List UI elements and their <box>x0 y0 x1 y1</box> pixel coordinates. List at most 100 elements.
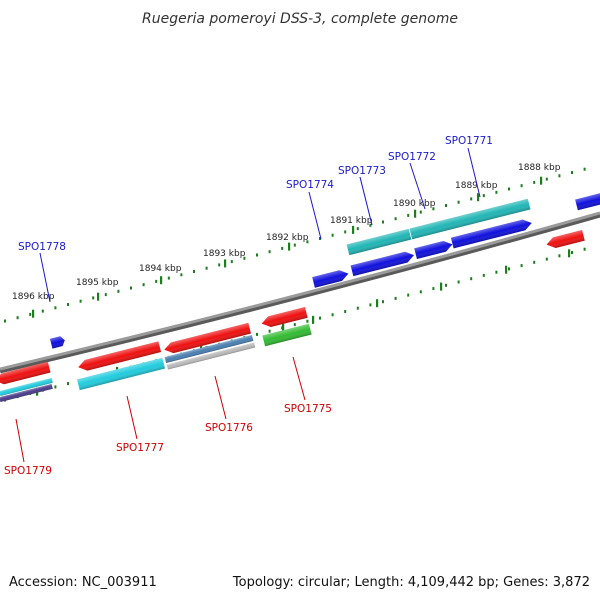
minor-tick <box>419 210 422 214</box>
minor-tick <box>394 217 397 221</box>
minor-tick <box>583 247 586 251</box>
minor-tick <box>130 286 132 290</box>
major-tick <box>352 225 355 234</box>
accession-text: Accession: NC_003911 <box>9 575 157 590</box>
minor-tick <box>16 316 19 320</box>
minor-tick <box>104 293 107 297</box>
minor-tick <box>256 253 258 257</box>
major-tick <box>568 249 571 258</box>
gene-label-spo1774[interactable]: SPO1774 <box>286 179 334 191</box>
gene-spo1771-cds[interactable] <box>450 218 533 249</box>
minor-tick <box>193 270 195 273</box>
gene-spo1779-cds[interactable] <box>0 361 51 386</box>
gene-label-spo1773[interactable]: SPO1773 <box>338 165 386 177</box>
gene-label-spo1772[interactable]: SPO1772 <box>388 151 436 163</box>
major-tick <box>282 323 285 332</box>
minor-tick <box>571 171 573 174</box>
minor-tick <box>281 246 284 250</box>
minor-tick <box>445 204 447 207</box>
major-tick <box>477 193 480 202</box>
gene-spo1774-cds[interactable] <box>312 268 350 288</box>
minor-tick <box>306 240 309 244</box>
minor-tick <box>230 260 233 264</box>
major-tick <box>312 315 315 324</box>
gene-spo1776-steel[interactable] <box>164 335 254 363</box>
minor-tick <box>67 382 69 386</box>
leader-spo1771 <box>467 147 481 198</box>
kbp-label-1889: 1889 kbp <box>455 181 498 191</box>
kbp-label-1892: 1892 kbp <box>266 233 309 243</box>
gene-spo1771-top[interactable] <box>409 198 531 240</box>
leader-spo1772 <box>409 162 426 210</box>
minor-tick <box>432 207 435 211</box>
gene-spo1779-navy[interactable] <box>0 383 53 403</box>
gene-label-spo1776[interactable]: SPO1776 <box>205 422 253 434</box>
gene-label-spo1778[interactable]: SPO1778 <box>18 241 66 253</box>
minor-tick <box>495 190 498 194</box>
leader-spo1773 <box>359 176 373 226</box>
minor-tick <box>218 263 221 267</box>
minor-tick <box>92 296 95 300</box>
kbp-labels: 1888 kbp 1889 kbp 1890 kbp 1891 kbp 1892… <box>12 163 561 302</box>
gene-spo1777-cds[interactable] <box>77 341 162 372</box>
major-tick <box>540 176 543 185</box>
minor-tick <box>457 280 460 284</box>
tick-track-upper <box>4 167 586 323</box>
gene-label-spo1779[interactable]: SPO1779 <box>4 465 52 477</box>
gene-spo1776-cds[interactable] <box>163 322 252 355</box>
major-tick <box>414 209 417 218</box>
minor-tick <box>293 243 296 247</box>
minor-tick <box>268 250 271 254</box>
gene-label-spo1771[interactable]: SPO1771 <box>445 135 493 147</box>
minor-tick <box>54 385 57 389</box>
kbp-label-1893: 1893 kbp <box>203 249 246 259</box>
minor-tick <box>54 306 57 310</box>
minor-tick <box>331 233 334 237</box>
minor-tick <box>495 270 498 274</box>
minor-tick <box>319 316 321 320</box>
genome-backbone <box>0 211 600 374</box>
kbp-label-1890: 1890 kbp <box>393 199 436 209</box>
major-tick <box>376 299 379 308</box>
major-tick <box>440 282 443 291</box>
minor-tick <box>142 283 145 287</box>
gene-spo1775-green[interactable] <box>262 323 312 347</box>
minor-tick <box>571 251 573 254</box>
minor-tick <box>394 296 397 300</box>
minor-tick <box>419 290 422 294</box>
gene-right-red[interactable] <box>545 230 585 250</box>
minor-tick <box>382 300 384 304</box>
map-title: Ruegeria pomeroyi DSS-3, complete genome <box>142 11 458 27</box>
gene-spo1772-cds[interactable] <box>414 239 454 259</box>
minor-tick <box>432 287 435 291</box>
leader-spo1779 <box>15 418 25 463</box>
minor-tick <box>29 312 32 316</box>
minor-tick <box>482 194 485 198</box>
leader-spo1777 <box>126 395 138 440</box>
gene-spo1773-cds[interactable] <box>350 250 416 277</box>
gene-features <box>0 191 600 403</box>
minor-tick <box>155 279 158 283</box>
gene-label-spo1775[interactable]: SPO1775 <box>284 403 332 415</box>
minor-tick <box>243 256 246 260</box>
leader-spo1776 <box>214 375 227 420</box>
gene-spo1772-top[interactable] <box>346 228 412 256</box>
minor-tick <box>482 273 485 277</box>
gene-spo1778-cds[interactable] <box>49 335 66 349</box>
minor-tick <box>533 260 536 264</box>
gene-label-spo1777[interactable]: SPO1777 <box>116 442 164 454</box>
gene-spo1775-cds[interactable] <box>260 307 308 329</box>
major-tick <box>224 259 227 268</box>
gene-spo1779-cyan[interactable] <box>0 377 53 397</box>
gene-spo1777-cyan[interactable] <box>76 357 166 391</box>
minor-tick <box>457 200 460 204</box>
minor-tick <box>41 309 44 313</box>
minor-tick <box>583 167 586 171</box>
gene-spo1776-grey[interactable] <box>166 342 256 370</box>
kbp-label-1894: 1894 kbp <box>139 264 182 274</box>
minor-tick <box>117 289 120 293</box>
gene-right-edge-blue[interactable] <box>575 191 600 211</box>
minor-tick <box>520 184 523 188</box>
minor-tick <box>369 303 372 307</box>
